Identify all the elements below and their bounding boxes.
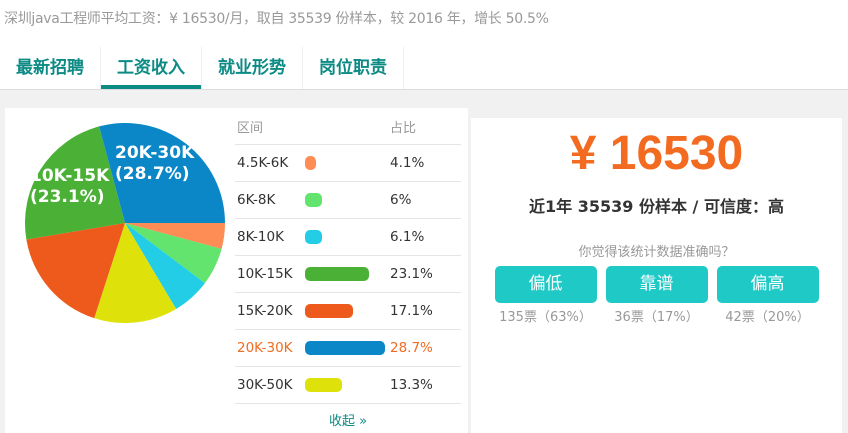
range-label: 8K-10K	[237, 229, 284, 245]
range-label: 20K-30K	[237, 340, 293, 356]
accuracy-question: 你觉得该统计数据准确吗？	[578, 245, 735, 260]
table-row: 20K-30K 28.7%	[235, 330, 461, 367]
ratio-value: 6.1%	[390, 229, 425, 245]
tab-employment[interactable]: 就业形势	[202, 47, 303, 89]
divider	[0, 89, 848, 90]
table-row: 8K-10K 6.1%	[235, 219, 461, 256]
header-range: 区间	[237, 121, 264, 136]
salary-summary: 深圳java工程师平均工资：¥ 16530/月，取自 35539 份样本，较 2…	[4, 11, 549, 27]
tab-bar: 最新招聘 工资收入 就业形势 岗位职责	[0, 47, 404, 89]
ratio-value: 23.1%	[390, 266, 433, 282]
pie-slice-4.5K-6K	[125, 223, 225, 249]
tab-duties[interactable]: 岗位职责	[303, 47, 404, 89]
pie-slice-8K-10K	[125, 223, 205, 309]
range-label: 10K-15K	[237, 266, 293, 282]
range-label: 30K-50K	[237, 377, 293, 393]
pie-slice-20K-30K	[99, 123, 225, 223]
vote-high-button[interactable]: 偏高	[716, 266, 819, 303]
ratio-bar	[305, 378, 343, 392]
vote-group: 偏低 135票（63%） 靠谱 36票（17%） 偏高 42票（20%）	[471, 266, 842, 325]
distribution-panel: 20K-30K (28.7%) 10K-15K (23.1%) 区间 占比 4.5K-…	[5, 108, 468, 433]
ratio-bar	[305, 304, 353, 318]
header-ratio: 占比	[390, 121, 417, 136]
table-row: 6K-8K 6%	[235, 182, 461, 219]
distribution-table: 区间 占比 4.5K-6K 4.1% 6K-8K 6% 8K-10K 6.1% 10K…	[235, 113, 461, 429]
table-row: 30K-50K 13.3%	[235, 367, 461, 404]
pie-slice-6K-8K	[125, 223, 222, 284]
ratio-value: 6%	[390, 192, 412, 208]
salary-panel: ¥ 16530 近1年 35539 份样本 / 可信度：高 你觉得该统计数据准确…	[471, 118, 842, 433]
ratio-bar	[305, 267, 370, 281]
table-row: 4.5K-6K 4.1%	[235, 145, 461, 182]
average-salary: ¥ 16530	[569, 127, 744, 180]
vote-reliable-count: 36票（17%）	[614, 310, 699, 325]
pie-label: (28.7%)	[115, 164, 190, 184]
tab-latest-jobs[interactable]: 最新招聘	[0, 47, 101, 89]
pie-label: 20K-30K	[115, 143, 195, 163]
pie-slice-15K-20K	[26, 223, 125, 319]
range-label: 4.5K-6K	[237, 155, 289, 171]
sample-info: 近1年 35539 份样本 / 可信度：高	[529, 197, 784, 216]
collapse-link[interactable]: 收起 »	[328, 414, 368, 429]
vote-low-button[interactable]: 偏低	[494, 266, 597, 303]
ratio-bar	[305, 341, 385, 355]
range-label: 15K-20K	[237, 303, 293, 319]
pie-slice-10K-15K	[25, 126, 125, 240]
vote-high-count: 42票（20%）	[725, 310, 810, 325]
range-label: 6K-8K	[237, 192, 276, 208]
vote-reliable-button[interactable]: 靠谱	[605, 266, 708, 303]
pie-slice-30K-50K	[94, 223, 177, 323]
table-row: 10K-15K 23.1%	[235, 256, 461, 293]
ratio-value: 13.3%	[390, 377, 433, 393]
ratio-bar	[305, 193, 322, 207]
ratio-value: 28.7%	[390, 340, 433, 356]
table-row: 15K-20K 17.1%	[235, 293, 461, 330]
pie-label: 10K-15K	[30, 166, 110, 186]
ratio-bar	[305, 156, 317, 170]
salary-pie-chart: 20K-30K(28.7%)10K-15K(23.1%)	[25, 123, 225, 323]
tab-salary[interactable]: 工资收入	[101, 47, 202, 89]
vote-low-count: 135票（63%）	[499, 310, 592, 325]
table-header: 区间 占比	[235, 113, 461, 145]
ratio-value: 17.1%	[390, 303, 433, 319]
ratio-value: 4.1%	[390, 155, 425, 171]
pie-label: (23.1%)	[30, 187, 105, 207]
ratio-bar	[305, 230, 322, 244]
